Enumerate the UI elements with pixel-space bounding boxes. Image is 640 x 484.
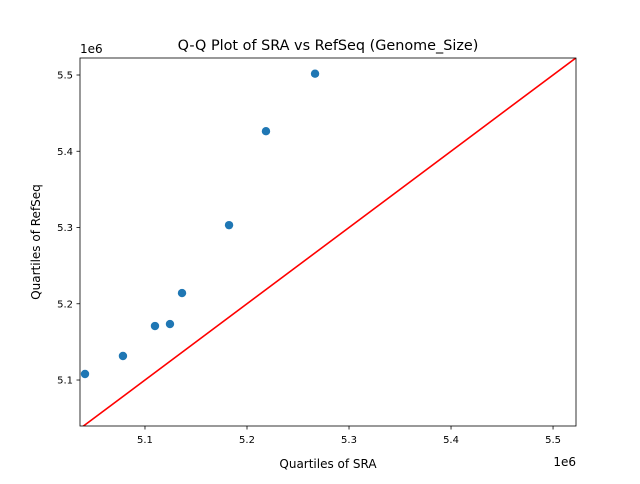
x-axis-label: Quartiles of SRA: [279, 457, 377, 471]
data-point: [118, 351, 128, 361]
x-tick-label: 5.2: [239, 435, 255, 446]
x-offset-label: 1e6: [553, 455, 576, 469]
data-point: [261, 127, 271, 136]
y-tick-label: 5.5: [57, 71, 73, 82]
x-tick-label: 5.5: [545, 435, 561, 446]
y-tick-label: 5.1: [57, 376, 73, 387]
axes-frame: [79, 57, 577, 427]
data-point: [224, 220, 234, 230]
data-point: [150, 321, 160, 331]
reference-line: [82, 58, 576, 426]
x-tick-label: 5.3: [341, 435, 357, 446]
y-tick-label: 5.2: [57, 299, 73, 310]
data-point: [80, 369, 90, 379]
chart-title: Q-Q Plot of SRA vs RefSeq (Genome_Size): [178, 38, 479, 54]
data-point: [310, 69, 320, 78]
y-axis-label: Quartiles of RefSeq: [29, 184, 43, 300]
x-tick-label: 5.4: [443, 435, 459, 446]
y-offset-label: 1e6: [80, 42, 103, 56]
data-point: [177, 288, 187, 298]
x-tick-label: 5.1: [137, 435, 153, 446]
data-point: [165, 319, 175, 329]
y-tick-label: 5.3: [57, 223, 73, 234]
y-tick-label: 5.4: [57, 147, 73, 158]
